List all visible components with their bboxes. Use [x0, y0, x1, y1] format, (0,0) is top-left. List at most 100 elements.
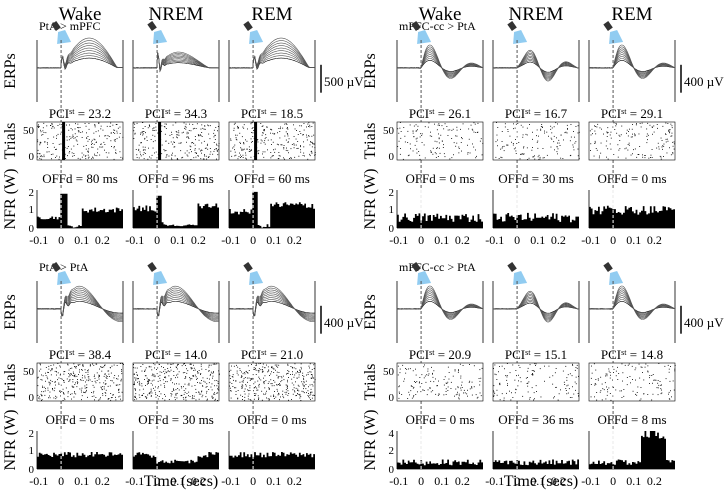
time-tick: 0.1	[266, 474, 281, 488]
offd-value: OFFd = 0 ms	[405, 412, 474, 427]
offd-value: OFFd = 0 ms	[45, 412, 114, 427]
time-tick: 0	[250, 474, 256, 488]
offd-value: OFFd = 0 ms	[405, 171, 474, 186]
trials-tick: 0	[389, 151, 395, 163]
erp-trace	[492, 290, 580, 323]
offd-value: OFFd = 30 ms	[138, 412, 214, 427]
pci-value: PCIst = 34.3	[145, 106, 207, 121]
pci-value: PCIst = 26.1	[409, 106, 471, 121]
time-tick: 0	[514, 474, 520, 488]
column-nrem: PCIst = 16.7 OFFd = 30 ms -0.1 0 0.1 0.2	[485, 21, 580, 247]
pci-value: PCIst = 16.7	[505, 106, 568, 121]
nfr-tick: 2	[389, 445, 395, 457]
state-title-rem: REM	[251, 4, 292, 25]
erp-trace	[492, 49, 580, 82]
nfr-tick: 2	[389, 187, 395, 199]
scale-bar-label: 400 µV	[684, 315, 724, 330]
erp-trace	[132, 287, 220, 321]
time-tick: 0.1	[170, 474, 185, 488]
offd-value: OFFd = 0 ms	[597, 171, 666, 186]
time-tick: -0.1	[125, 474, 144, 488]
time-tick: 0.2	[191, 474, 206, 488]
nfr-histogram	[133, 195, 219, 228]
trials-tick: 50	[383, 125, 395, 137]
trial-raster	[228, 121, 316, 161]
nfr-tick: 1	[389, 204, 395, 216]
time-tick: 0.1	[626, 233, 641, 247]
panel-top-right: mPFC-cc > PtA ERPs Trials NFR (W) 50 0 2 1 0 PCIs…	[362, 19, 724, 247]
row-label-erps: ERPs	[362, 294, 379, 330]
row-label-erps: ERPs	[2, 294, 19, 330]
time-tick: 0	[58, 474, 64, 488]
trial-raster	[588, 362, 676, 402]
nfr-histogram	[37, 452, 123, 469]
pci-value: PCIst = 29.1	[601, 106, 663, 121]
time-tick: 0.1	[74, 474, 89, 488]
time-tick: 0.2	[455, 474, 470, 488]
time-tick: 0.2	[191, 233, 206, 247]
time-tick: 0.1	[530, 233, 545, 247]
erp-trace	[396, 285, 484, 320]
column-rem: PCIst = 21.0 OFFd = 0 ms -0.1 0 0.1 0.2	[221, 262, 316, 488]
time-tick: 0.2	[95, 474, 110, 488]
time-tick: 0.1	[170, 233, 185, 247]
nfr-histogram	[397, 459, 483, 469]
erp-trace	[397, 46, 484, 78]
offd-value: OFFd = 96 ms	[138, 171, 214, 186]
row-label-trials: Trials	[362, 364, 379, 401]
nfr-histogram	[133, 452, 219, 469]
offd-value: OFFd = 8 ms	[597, 412, 666, 427]
nfr-histogram	[589, 431, 675, 469]
nfr-tick: 0	[389, 464, 395, 476]
column-nrem: PCIst = 14.0 OFFd = 30 ms -0.1 0 0.1 0.2	[125, 262, 220, 488]
erp-trace	[132, 51, 219, 69]
state-title-rem: REM	[611, 4, 652, 25]
row-label-trials: Trials	[362, 123, 379, 160]
trial-raster	[492, 362, 580, 402]
erp-trace	[492, 51, 580, 81]
trials-tick: 0	[389, 392, 395, 404]
time-tick: 0.2	[287, 233, 302, 247]
condition-label: mPFC-cc > PtA	[399, 19, 476, 33]
state-title-wake: Wake	[419, 4, 462, 25]
time-tick: -0.1	[125, 233, 144, 247]
erp-trace	[36, 37, 123, 69]
time-axis-label: Time (secs)	[144, 473, 219, 490]
row-label-nfr: NFR (W)	[2, 410, 19, 471]
nfr-histogram	[493, 212, 579, 228]
erp-trace	[229, 285, 316, 322]
time-tick: 0	[514, 233, 520, 247]
time-tick: 0.1	[434, 474, 449, 488]
time-tick: -0.1	[221, 233, 240, 247]
time-tick: 0	[250, 233, 256, 247]
time-tick: 0	[610, 474, 616, 488]
column-nrem: PCIst = 34.3 OFFd = 96 ms -0.1 0 0.1 0.2	[125, 21, 220, 247]
row-label-trials: Trials	[2, 364, 19, 401]
time-tick: -0.1	[221, 474, 240, 488]
time-tick: -0.1	[389, 474, 408, 488]
erp-trace	[588, 287, 676, 319]
erp-trace	[228, 297, 316, 316]
time-tick: -0.1	[29, 233, 48, 247]
time-tick: 0.2	[287, 474, 302, 488]
nfr-tick: 0	[29, 464, 35, 476]
erp-trace	[36, 297, 124, 316]
nfr-histogram	[229, 452, 315, 469]
erp-trace	[396, 44, 484, 79]
time-tick: -0.1	[29, 474, 48, 488]
erp-trace	[589, 46, 676, 78]
nfr-tick: 0	[29, 223, 35, 235]
pci-value: PCIst = 14.8	[601, 347, 663, 362]
erp-trace	[396, 287, 484, 319]
row-label-erps: ERPs	[362, 53, 379, 89]
row-label-nfr: NFR (W)	[362, 169, 379, 230]
time-tick: 0.2	[647, 474, 662, 488]
nfr-tick: 4	[389, 428, 395, 440]
time-tick: -0.1	[581, 233, 600, 247]
erp-trace	[228, 37, 315, 69]
time-tick: 0	[610, 233, 616, 247]
nfr-histogram	[229, 191, 315, 228]
